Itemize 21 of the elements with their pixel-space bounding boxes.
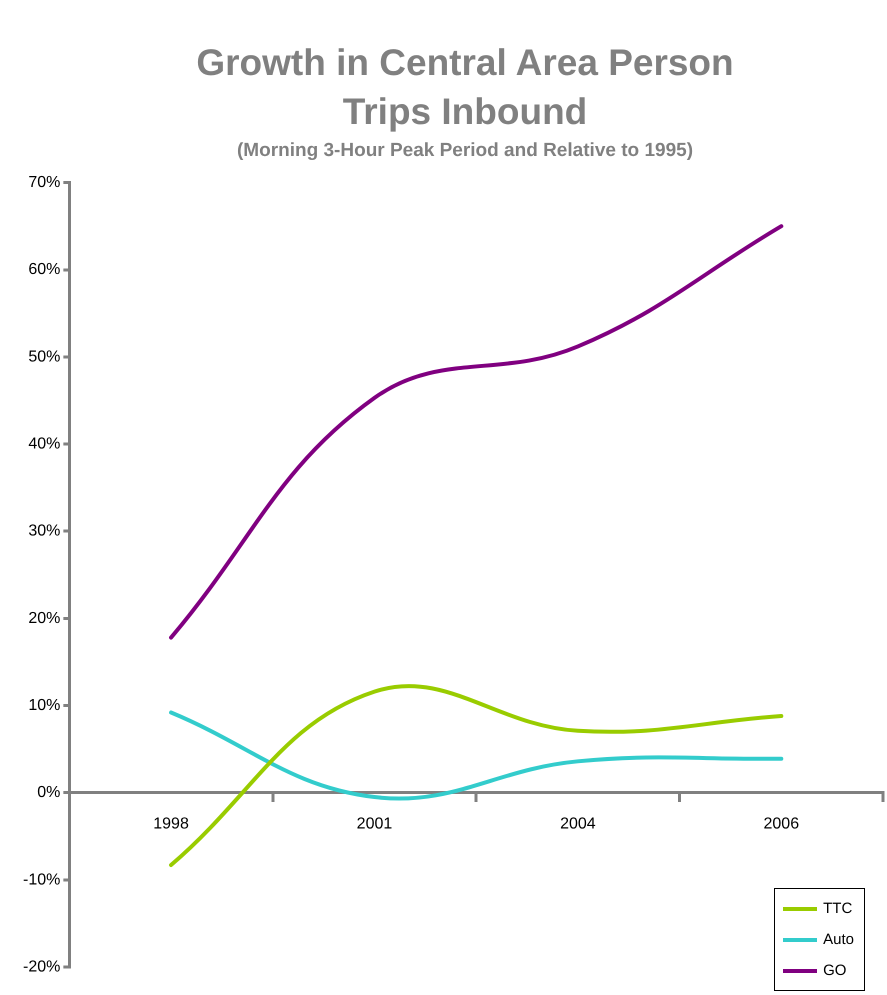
y-tick-label: -10%: [22, 871, 60, 888]
legend-label: Auto: [823, 931, 854, 948]
legend-label: GO: [823, 962, 846, 979]
chart-title: Growth in Central Area Person Trips Inbound: [195, 41, 735, 134]
y-tick-label: 10%: [28, 696, 60, 714]
x-tick-label: 1998: [153, 816, 189, 833]
y-tick-label: 50%: [28, 348, 60, 366]
y-tick-label: 70%: [28, 174, 60, 192]
x-tick-label: 2001: [356, 816, 392, 833]
x-tick-label: 2006: [763, 816, 800, 833]
y-tick-label: -20%: [22, 958, 60, 976]
y-tick-label: 0%: [37, 784, 60, 802]
y-tick-label: 60%: [28, 261, 60, 278]
y-tick-label: 40%: [28, 435, 60, 452]
y-tick-label: 20%: [28, 610, 60, 627]
legend-label: TTC: [823, 900, 852, 917]
x-tick-label: 2004: [560, 816, 596, 833]
line-series: [169, 710, 784, 800]
chart-subtitle: (Morning 3-Hour Peak Period and Relative to 1995): [236, 140, 694, 162]
line-series: [169, 224, 784, 640]
y-tick-label: 30%: [28, 522, 60, 540]
